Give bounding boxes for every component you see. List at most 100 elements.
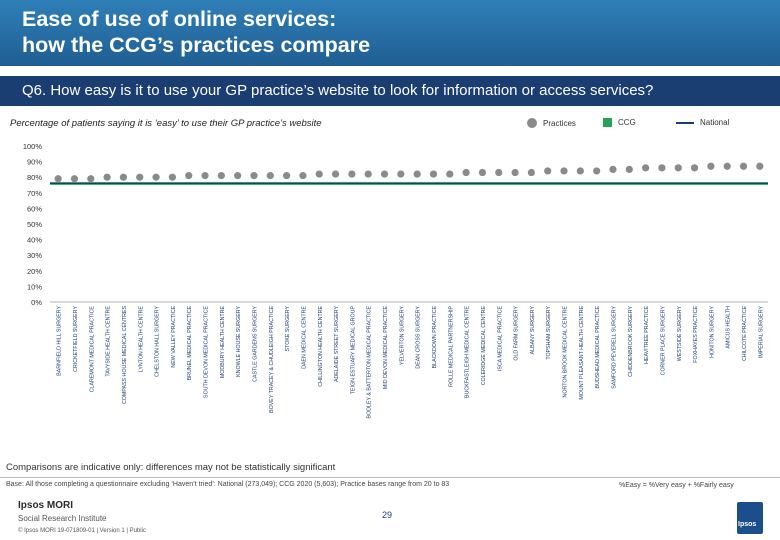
ccg-swatch: [603, 118, 612, 127]
y-tick-label: 50%: [27, 220, 42, 229]
y-tick-label: 30%: [27, 251, 42, 260]
x-tick-label: DEAN CROSS SURGERY: [416, 306, 422, 369]
practice-point: [217, 172, 225, 180]
x-tick-label: BODLEY & BATTERTON MEDICAL PRACTICE: [367, 306, 373, 419]
practice-point: [185, 172, 193, 180]
legend-ccg: CCG: [603, 118, 636, 127]
x-tick-label: YELVERTON SURGERY: [399, 306, 405, 366]
x-tick-label: CLAREMONT MEDICAL PRACTICE: [89, 306, 95, 393]
x-tick-label: COMPASS HOUSE MEDICAL CENTRES: [122, 306, 128, 404]
x-tick-label: SAMFORD PEVERELL SURGERY: [611, 306, 617, 389]
practice-point: [642, 164, 650, 172]
x-tick-label: TOPSHAM SURGERY: [546, 306, 552, 360]
x-tick-label: CRICKETFIELD SURGERY: [73, 306, 79, 372]
ipsos-mori-logo: Ipsos MORI: [18, 500, 74, 511]
practice-point: [54, 175, 62, 183]
y-tick-label: 70%: [27, 189, 42, 198]
question-band: Q6. How easy is it to use your GP practi…: [0, 76, 780, 106]
practice-point: [690, 164, 699, 172]
x-tick-label: TEIGN ESTUARY MEDICAL GROUP: [350, 306, 356, 395]
practice-point: [739, 162, 748, 170]
x-tick-label: ISCA MEDICAL PRACTICE: [497, 306, 503, 372]
y-tick-label: 80%: [27, 173, 42, 182]
ipsos-logo: Ipsos: [737, 502, 763, 534]
legend-practices-label: Practices: [543, 118, 576, 128]
base-note: Base: All those completing a questionnai…: [6, 481, 450, 488]
legend-ccg-label: CCG: [618, 118, 636, 127]
practice-point: [413, 170, 421, 178]
copyright-text: © Ipsos MORI 19-071809-01 | Version 1 | …: [18, 528, 146, 534]
practice-point: [707, 162, 715, 170]
national-line-swatch: [676, 121, 694, 124]
practice-point: [756, 162, 764, 170]
x-tick-label: NORTON BROOK MEDICAL CENTRE: [563, 306, 569, 398]
question-text: Q6. How easy is it to use your GP practi…: [22, 82, 654, 99]
title-band: Ease of use of online services: how the …: [0, 0, 780, 66]
x-tick-label: CHILCOTE PRACTICE: [742, 306, 748, 362]
footer-divider: [0, 477, 780, 478]
y-tick-label: 90%: [27, 158, 42, 167]
practice-point: [429, 170, 438, 178]
easy-definition: %Easy = %Very easy + %Fairly easy: [619, 482, 734, 489]
ipsos-logo-text: Ipsos: [738, 521, 757, 528]
y-tick-label: 100%: [23, 142, 43, 151]
practice-point: [674, 164, 682, 172]
x-tick-label: KNOWLE HOUSE SURGERY: [236, 306, 242, 377]
practice-point: [70, 175, 79, 183]
x-tick-label: MOUNT PLEASANT HEALTH CENTRE: [579, 306, 585, 400]
x-tick-label: HONITON SURGERY: [709, 306, 715, 358]
practice-point: [315, 170, 323, 178]
practice-comparison-chart: 0% 10% 20% 30% 40% 50% 60% 70% 80% 90% 100% BARNFIE…: [23, 142, 768, 419]
legend-practices: Practices: [527, 118, 576, 128]
x-tick-label: CORNER PLACE SURGERY: [660, 306, 666, 376]
x-tick-label: BUCKFASTLEIGH MEDICAL CENTRE: [465, 306, 471, 398]
practice-point: [576, 167, 584, 175]
x-tick-label: WESTSIDE SURGERY: [677, 306, 683, 362]
x-tick-label: LYNTON HEALTH CENTRE: [138, 306, 144, 373]
practice-point: [609, 165, 617, 173]
x-tick-label: OLD FARM SURGERY: [514, 306, 520, 361]
slide-title: Ease of use of online services: how the …: [22, 7, 371, 57]
x-tick-label: NEW VALLEY PRACTICE: [171, 306, 177, 368]
x-tick-label: COLERIDGE MEDICAL CENTRE: [481, 306, 487, 386]
social-research-institute-label: Social Research Institute: [18, 514, 107, 523]
practice-point: [625, 165, 633, 173]
practice-point: [478, 168, 487, 177]
x-tick-label: BUDSHEAD MEDICAL PRACTICE: [595, 306, 601, 389]
practice-point: [348, 170, 356, 178]
x-tick-label: STOKE SURGERY: [285, 306, 291, 352]
x-tick-label: HEAVITREE PRACTICE: [644, 306, 650, 364]
x-tick-label: TAVYSIDE HEALTH CENTRE: [106, 306, 112, 377]
practice-point: [234, 172, 242, 180]
x-tick-label: ADELAIDE STREET SURGERY: [334, 306, 340, 383]
practice-point: [511, 168, 519, 177]
practice-point: [168, 173, 176, 181]
y-tick-label: 0%: [31, 298, 42, 307]
practice-point: [103, 173, 111, 181]
chart-caption: Percentage of patients saying it is ‘eas…: [10, 118, 322, 129]
practice-point: [658, 164, 666, 172]
practice-point: [527, 168, 535, 177]
practice-point: [331, 170, 340, 178]
practice-point: [723, 162, 731, 170]
x-tick-label: MODBURY HEALTH CENTRE: [220, 306, 226, 379]
x-tick-label: MID DEVON MEDICAL PRACTICE: [383, 306, 389, 390]
x-tick-label: ROLLE MEDICAL PARTNERSHIP: [448, 306, 454, 387]
x-tick-label: AMICUS HEALTH: [726, 306, 732, 349]
x-tick-label: CHILLINGTON HEALTH CENTRE: [318, 306, 324, 387]
practice-point: [397, 170, 405, 178]
x-tick-label: FOXHAYES PRACTICE: [693, 306, 699, 363]
x-tick-label: BOVEY TRACEY & CHUDLEIGH PRACTICE: [269, 306, 275, 413]
comparison-note: Comparisons are indicative only: differe…: [6, 462, 336, 473]
legend-national: National: [676, 118, 729, 127]
practice-point: [462, 168, 470, 177]
x-tick-label: ALBANY SURGERY: [530, 306, 536, 355]
practice-point: [364, 170, 372, 178]
x-tick-label: SOUTH DEVON MEDICAL PRACTICE: [204, 306, 210, 398]
practice-point: [283, 172, 291, 180]
legend-national-label: National: [700, 118, 730, 127]
practice-point: [446, 170, 454, 178]
practice-point: [87, 175, 95, 183]
practice-point: [119, 173, 128, 181]
x-tick-label: CASTLE GARDENS SURGERY: [252, 306, 258, 382]
